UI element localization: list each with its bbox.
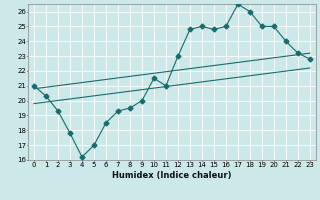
X-axis label: Humidex (Indice chaleur): Humidex (Indice chaleur) [112, 171, 232, 180]
